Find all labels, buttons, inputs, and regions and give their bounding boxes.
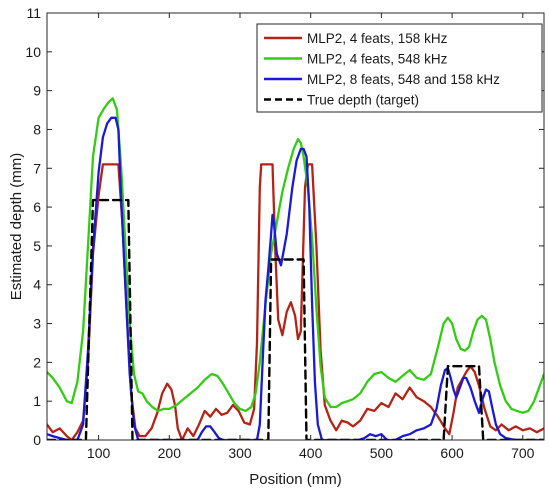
legend-label: MLP2, 4 feats, 548 kHz bbox=[307, 52, 448, 67]
y-tick-label: 7 bbox=[33, 160, 41, 176]
legend: MLP2, 4 feats, 158 kHz MLP2, 4 feats, 548… bbox=[256, 23, 543, 113]
axis-ticks: 100 200 300 400 500 600 700 0 1 2 3 4 5 6 7 8 9 10 11 bbox=[25, 5, 544, 461]
series-lines bbox=[47, 97, 544, 440]
x-tick-label: 500 bbox=[370, 445, 394, 461]
plot-area bbox=[46, 12, 545, 441]
legend-label: MLP2, 4 feats, 158 kHz bbox=[307, 31, 448, 46]
series-line-3 bbox=[47, 116, 544, 440]
y-tick-label: 8 bbox=[33, 121, 41, 137]
y-tick-label: 1 bbox=[33, 393, 41, 409]
y-tick-label: 6 bbox=[33, 199, 41, 215]
y-tick-label: 0 bbox=[33, 432, 41, 448]
y-tick-label: 4 bbox=[33, 277, 41, 293]
y-tick-label: 2 bbox=[33, 354, 41, 370]
legend-label: MLP2, 8 feats, 548 and 158 kHz bbox=[307, 72, 500, 87]
x-tick-label: 300 bbox=[228, 445, 252, 461]
x-tick-label: 600 bbox=[440, 445, 464, 461]
series-line-4 bbox=[47, 198, 544, 440]
y-tick-label: 5 bbox=[33, 238, 41, 254]
legend-label: True depth (target) bbox=[307, 93, 419, 108]
y-axis-title: Estimated depth (mm) bbox=[8, 153, 25, 301]
x-tick-label: 100 bbox=[87, 445, 111, 461]
axes-frame bbox=[46, 12, 545, 441]
series-line-2 bbox=[47, 97, 544, 414]
x-tick-label: 700 bbox=[511, 445, 535, 461]
x-tick-label: 400 bbox=[299, 445, 323, 461]
y-tick-label: 11 bbox=[26, 5, 41, 21]
x-tick-label: 200 bbox=[158, 445, 182, 461]
y-tick-label: 9 bbox=[33, 83, 41, 99]
y-tick-label: 3 bbox=[33, 316, 41, 332]
legend-box bbox=[256, 23, 543, 113]
y-tick-label: 10 bbox=[25, 44, 41, 60]
x-axis-title: Position (mm) bbox=[249, 471, 342, 488]
